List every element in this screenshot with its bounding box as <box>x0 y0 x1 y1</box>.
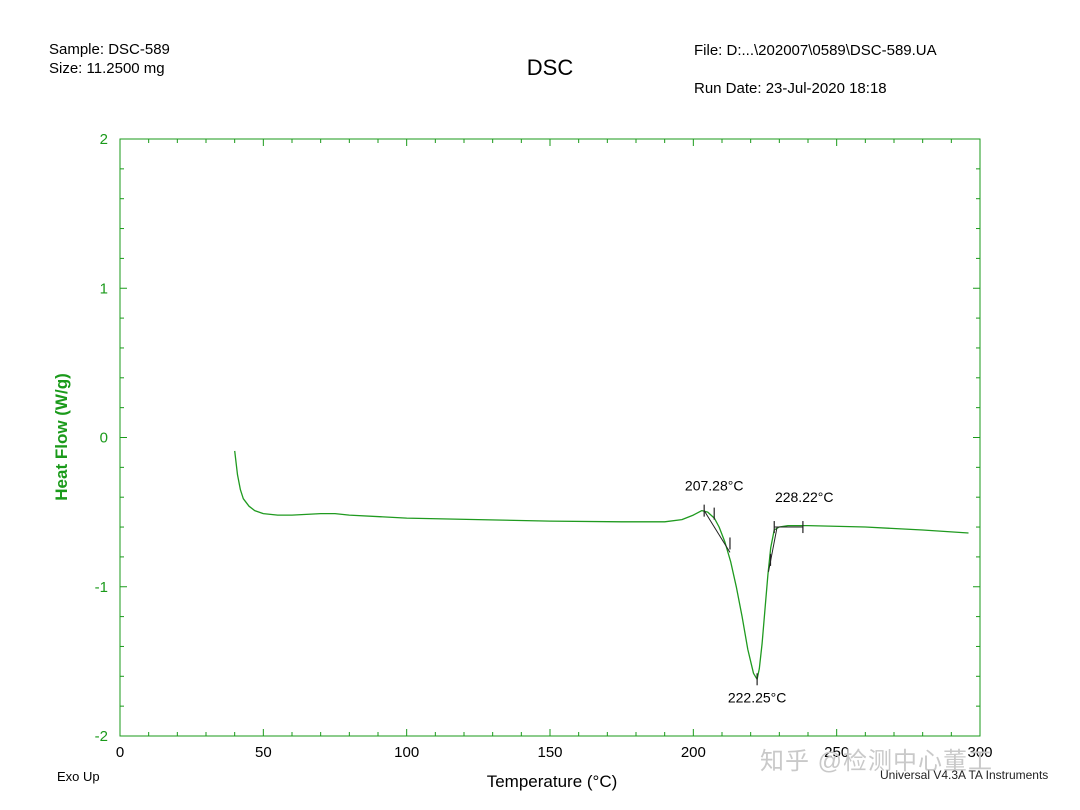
x-tick-label: 250 <box>824 744 849 761</box>
x-tick-label: 100 <box>394 744 419 761</box>
annotation-group: 207.28°C 228.22°C 222.25°C <box>685 478 834 706</box>
software-footer-label: Universal V4.3A TA Instruments <box>880 768 1049 782</box>
x-tick-label: 300 <box>967 744 992 761</box>
x-tick-label: 150 <box>537 744 562 761</box>
heat-flow-curve <box>234 450 969 680</box>
y-tick-label: -1 <box>95 579 108 596</box>
y-tick-label: 0 <box>100 430 108 447</box>
axis-tick-labels: 0 50 100 150 200 250 300 -2 -1 0 1 2 <box>95 131 993 761</box>
plot-frame <box>119 138 981 737</box>
file-path-label: File: D:...\202007\0589\DSC-589.UA <box>694 42 937 59</box>
watermark-text: 知乎 @检测中心董工 <box>760 748 994 775</box>
series-group <box>234 450 969 680</box>
y-tick-label: 2 <box>100 131 108 148</box>
y-tick-label: -2 <box>95 728 108 745</box>
axis-ticks <box>119 138 981 737</box>
endset-tangent-line <box>768 526 778 572</box>
onset-tangent-line <box>703 510 731 553</box>
exo-up-label: Exo Up <box>57 769 100 784</box>
y-tick-label: 1 <box>100 280 108 297</box>
x-tick-label: 50 <box>255 744 272 761</box>
size-label: Size: 11.2500 mg <box>49 60 165 77</box>
x-tick-label: 0 <box>116 744 124 761</box>
y-axis-label: Heat Flow (W/g) <box>52 373 71 500</box>
x-tick-label: 200 <box>681 744 706 761</box>
run-date-label: Run Date: 23-Jul-2020 18:18 <box>694 80 887 97</box>
annotation-label: 207.28°C <box>685 478 744 494</box>
annotation-label: 222.25°C <box>728 689 787 705</box>
x-axis-label: Temperature (°C) <box>487 772 618 791</box>
chart-title: DSC <box>526 55 574 80</box>
sample-label: Sample: DSC-589 <box>49 41 170 58</box>
annotation-label: 228.22°C <box>775 489 834 505</box>
